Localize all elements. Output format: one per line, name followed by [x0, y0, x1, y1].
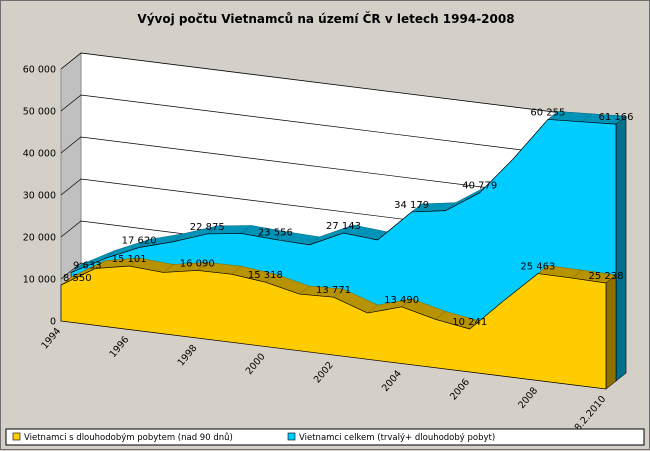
data-label: 27 143	[326, 221, 361, 232]
x-tick-label: 1998	[176, 343, 200, 369]
data-label: 61 166	[599, 112, 634, 123]
x-tick-label: 2002	[312, 360, 336, 386]
series-end-face	[605, 274, 617, 390]
data-label: 17 620	[122, 235, 157, 246]
y-tick-label: 30 000	[23, 191, 56, 202]
gridline	[60, 94, 627, 164]
data-label: 15 318	[248, 270, 283, 281]
data-label: 25 463	[520, 262, 555, 273]
data-label: 13 771	[316, 285, 351, 296]
legend: Vietnamci s dlouhodobým pobytem (nad 90 …	[5, 428, 645, 446]
legend-swatch-long-term	[12, 432, 21, 441]
data-label: 40 779	[462, 181, 497, 192]
data-label: 25 238	[589, 271, 624, 282]
x-tick-label: 1994	[39, 326, 63, 352]
legend-box	[5, 428, 645, 446]
legend-label-long-term: Vietnamci s dlouhodobým pobytem (nad 90 …	[24, 432, 233, 443]
data-label: 8 550	[63, 273, 92, 284]
y-tick-label: 60 000	[23, 65, 56, 76]
y-axis-ticks: 0 10 000 20 000 30 000 40 000 50 000 60 000	[23, 65, 56, 328]
x-tick-label: 2008	[516, 385, 540, 411]
legend-label-total: Vietnamci celkem (trvalý+ dlouhodobý pob…	[299, 433, 495, 443]
x-tick-label: 2000	[244, 351, 268, 377]
x-tick-label: 1996	[107, 334, 131, 360]
data-label: 13 490	[384, 295, 419, 306]
data-label: 15 101	[112, 254, 147, 265]
gridline	[60, 52, 627, 122]
y-tick-label: 10 000	[23, 275, 56, 286]
legend-swatch-total	[287, 432, 296, 441]
chart-title: Vývoj počtu Vietnamců na území ČR v lete…	[137, 11, 514, 26]
area-long-term-stay	[60, 265, 607, 390]
data-label: 9 633	[73, 261, 102, 272]
gridline	[60, 136, 627, 206]
data-label: 22 875	[190, 222, 225, 233]
y-tick-label: 40 000	[23, 149, 56, 160]
data-label: 16 090	[180, 258, 215, 269]
data-label: 60 255	[530, 107, 565, 118]
y-tick-label: 0	[50, 317, 56, 328]
x-tick-label: 2006	[448, 377, 472, 403]
data-label: 34 179	[394, 200, 429, 211]
series-end-face	[615, 115, 627, 382]
data-label: 10 241	[452, 317, 487, 328]
y-tick-label: 20 000	[23, 233, 56, 244]
x-tick-label: 2004	[380, 368, 404, 394]
y-tick-label: 50 000	[23, 107, 56, 118]
data-labels: 9 633 17 620 22 875 23 556 27 143 34 179 40 77…	[63, 107, 634, 328]
data-label: 23 556	[258, 228, 293, 239]
chart-series	[60, 111, 627, 390]
